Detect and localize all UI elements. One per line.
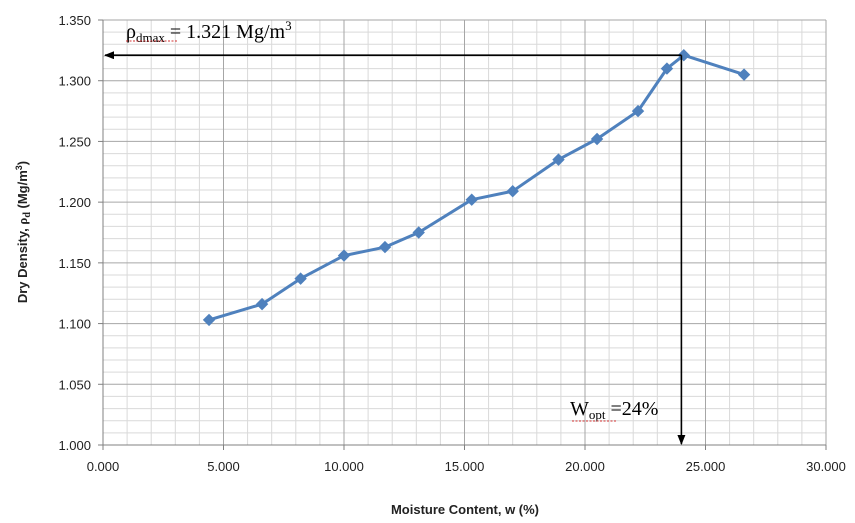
data-point — [255, 297, 269, 311]
y-axis-title: Dry Density, ρd (Mg/m3) — [14, 161, 33, 303]
y-tick-label: 1.000 — [58, 438, 91, 453]
series-line — [208, 53, 745, 322]
x-tick-label: 15.000 — [445, 459, 485, 474]
w-opt-rest: =24% — [606, 398, 659, 420]
data-point — [660, 62, 674, 75]
y-tick-label: 1.050 — [58, 377, 91, 392]
w-opt-main: W — [570, 398, 589, 420]
y-tick-label: 1.150 — [58, 256, 91, 271]
data-point — [337, 249, 351, 262]
data-point — [631, 104, 645, 118]
axes — [98, 19, 827, 450]
rho-max-symbol: ρ — [126, 21, 136, 43]
y-tick-label: 1.350 — [58, 13, 91, 28]
data-point — [412, 226, 425, 239]
rho-max-annotation: ρdmax = 1.321 Mg/m3 — [126, 18, 292, 45]
x-tick-label: 30.000 — [806, 459, 846, 474]
data-point — [552, 153, 565, 166]
data-point — [677, 49, 691, 62]
data-point — [737, 68, 751, 81]
y-tick-label: 1.250 — [58, 134, 91, 149]
x-tick-label: 10.000 — [324, 459, 364, 474]
y-axis-title-text: Dry Density, — [15, 225, 30, 304]
data-point — [202, 313, 216, 327]
rho-max-sub: dmax — [136, 30, 165, 45]
y-tick-label: 1.200 — [58, 195, 91, 210]
y-axis-title-units-close: ) — [15, 161, 30, 165]
x-tick-label: 25.000 — [686, 459, 726, 474]
x-tick-labels: 0.000 5.000 10.000 15.000 20.000 25.000 30.000 — [87, 459, 846, 474]
annotation-layer — [104, 51, 686, 445]
y-tick-labels: 1.000 1.050 1.100 1.150 1.200 1.250 1.300 1.350 — [58, 13, 91, 453]
y-axis-title-units-sup: 3 — [14, 165, 24, 170]
y-axis-title-units: (Mg/m — [15, 170, 30, 212]
y-axis-title-symbol: ρ — [15, 218, 30, 225]
data-point — [506, 185, 519, 198]
y-tick-label: 1.300 — [58, 74, 91, 89]
data-point — [378, 240, 392, 254]
x-tick-label: 0.000 — [87, 459, 120, 474]
x-tick-label: 20.000 — [565, 459, 605, 474]
data-point — [590, 132, 604, 146]
x-axis-title: Moisture Content, w (%) — [391, 502, 539, 517]
data-point — [465, 193, 478, 206]
rho-max-sup: 3 — [285, 18, 292, 33]
w-opt-annotation: Wopt =24% — [570, 398, 658, 422]
major-grid — [102, 19, 827, 446]
rho-max-text: = 1.321 Mg/m — [165, 21, 286, 43]
w-opt-sub: opt — [589, 407, 606, 422]
y-axis-title-sub: d — [22, 212, 33, 218]
x-tick-label: 5.000 — [207, 459, 240, 474]
y-tick-label: 1.100 — [58, 317, 91, 332]
series-layer — [202, 49, 751, 327]
data-point — [294, 272, 307, 285]
